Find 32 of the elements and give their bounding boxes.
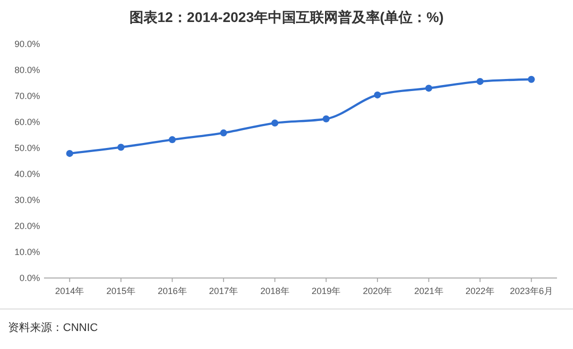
point <box>476 78 484 85</box>
x-tick-label: 2022年 <box>466 286 495 296</box>
point <box>425 84 432 92</box>
y-tick-label: 40.0% <box>14 168 40 179</box>
x-tick-label: 2023年6月 <box>510 286 553 296</box>
y-tick-label: 0.0% <box>19 272 40 283</box>
point <box>322 115 330 122</box>
x-tick-label: 2016年 <box>158 286 187 296</box>
x-tick-label: 2019年 <box>312 286 341 296</box>
text: 资料来源：CNNIC <box>8 321 98 334</box>
x-tick-label: 2020年 <box>362 286 392 296</box>
point <box>271 120 278 127</box>
point <box>220 129 228 136</box>
x-tick-label: 2014年 <box>55 286 84 296</box>
y-tick-label: 90.0% <box>14 38 40 49</box>
point <box>168 136 176 144</box>
point <box>117 144 124 151</box>
x-tick-label: 2018年 <box>260 286 290 296</box>
y-tick-label: 50.0% <box>14 142 40 153</box>
point <box>66 150 74 157</box>
chart-title: 图表12：2014-2023年中国互联网普及率(单位：%) <box>129 9 444 25</box>
y-tick-label: 70.0% <box>14 90 40 101</box>
x-tick-label: 2017年 <box>209 286 238 296</box>
y-tick-label: 20.0% <box>14 220 40 231</box>
x-tick-label: 2021年 <box>414 286 444 296</box>
y-tick-label: 10.0% <box>14 246 40 257</box>
y-tick-label: 60.0% <box>14 116 40 127</box>
point <box>374 91 381 98</box>
x-tick-label: 2015年 <box>106 286 136 296</box>
y-tick-label: 80.0% <box>14 64 40 75</box>
point <box>528 76 535 83</box>
y-tick-label: 30.0% <box>14 194 40 205</box>
